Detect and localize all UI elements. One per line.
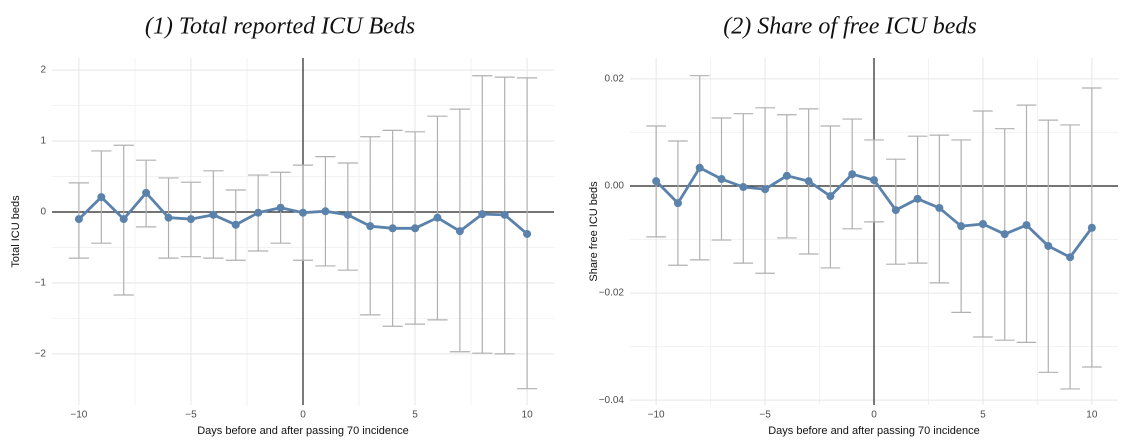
y-axis-label: Total ICU beds	[10, 195, 22, 268]
point	[1066, 253, 1075, 262]
y-axis-label: Share free ICU beds	[588, 181, 600, 282]
point	[500, 210, 509, 219]
point	[782, 171, 791, 180]
point	[254, 208, 263, 217]
point	[804, 177, 813, 186]
point	[761, 185, 770, 194]
x-tick-label: −5	[185, 410, 197, 421]
point	[957, 222, 966, 231]
point	[343, 210, 352, 219]
point	[388, 224, 397, 233]
x-tick-label: 10	[522, 410, 534, 421]
point	[321, 207, 330, 216]
point	[74, 215, 83, 224]
x-tick-label: 0	[871, 410, 877, 421]
point	[826, 192, 835, 201]
point	[411, 224, 420, 233]
point	[164, 213, 173, 222]
point	[455, 227, 464, 236]
x-tick-label: 5	[412, 410, 418, 421]
x-tick-label: 5	[980, 410, 986, 421]
y-tick-label: 2	[40, 65, 46, 76]
x-axis-label: Days before and after passing 70 inciden…	[768, 425, 980, 437]
point	[523, 229, 532, 238]
x-axis-label: Days before and after passing 70 inciden…	[197, 425, 409, 437]
point	[978, 220, 987, 229]
y-tick-label: 0	[40, 207, 46, 218]
point	[913, 194, 922, 203]
x-tick-label: 10	[1086, 410, 1098, 421]
point	[1044, 241, 1053, 250]
y-tick-label: −1	[35, 278, 47, 289]
point	[717, 175, 726, 184]
y-tick-label: −2	[35, 349, 47, 360]
point	[935, 203, 944, 212]
x-tick-label: −10	[70, 410, 87, 421]
point	[119, 215, 128, 224]
point	[366, 222, 375, 231]
point	[276, 203, 285, 212]
point	[1022, 221, 1031, 230]
x-tick-label: 0	[300, 410, 306, 421]
y-tick-label: 0.02	[605, 74, 625, 85]
y-tick-label: 0.00	[605, 181, 625, 192]
point	[870, 176, 878, 185]
point	[673, 199, 682, 208]
point	[848, 170, 857, 179]
point	[1087, 223, 1096, 232]
point	[695, 163, 704, 172]
y-tick-label: 1	[40, 136, 46, 147]
x-tick-label: −10	[648, 410, 665, 421]
point	[231, 220, 240, 229]
chart-title: (1) Total reported ICU Beds	[145, 14, 415, 40]
point	[186, 215, 195, 224]
y-tick-label: −0.04	[599, 395, 625, 406]
point	[478, 210, 487, 219]
y-tick-label: −0.02	[599, 288, 625, 299]
point	[652, 177, 661, 186]
point	[97, 193, 106, 202]
point	[433, 213, 442, 222]
point	[299, 208, 307, 217]
point	[739, 183, 748, 192]
chart-title: (2) Share of free ICU beds	[723, 14, 977, 40]
point	[209, 210, 218, 219]
point	[891, 206, 900, 215]
x-tick-label: −5	[759, 410, 771, 421]
point	[142, 188, 151, 197]
point	[1000, 230, 1009, 239]
